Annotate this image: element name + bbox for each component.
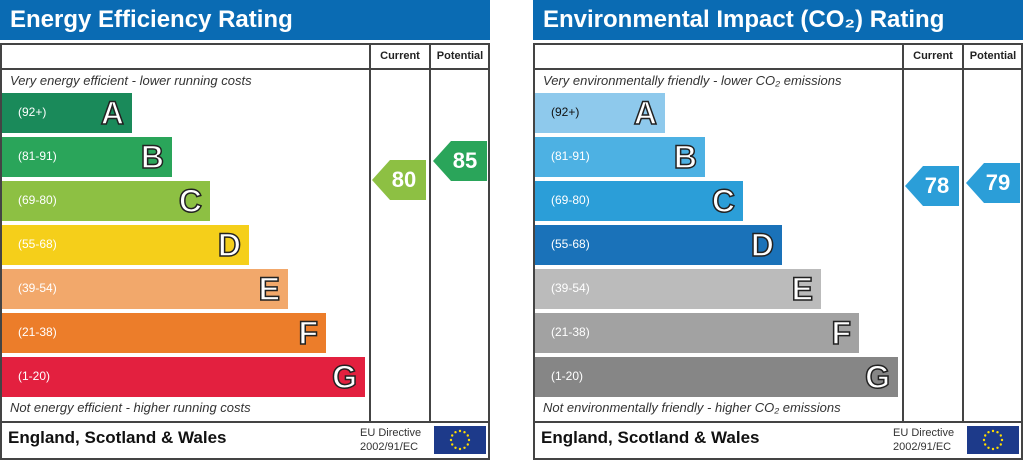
band-range: (92+) bbox=[18, 105, 47, 119]
band-range: (21-38) bbox=[551, 325, 590, 339]
region-label: England, Scotland & Wales bbox=[541, 428, 760, 447]
band-range: (39-54) bbox=[551, 281, 590, 295]
band-range: (1-20) bbox=[18, 369, 51, 383]
column-header-current: Current bbox=[913, 50, 953, 62]
band-G: (1-20) G bbox=[2, 357, 365, 397]
band-range: (55-68) bbox=[18, 237, 57, 251]
top-note: Very environmentally friendly - lower CO… bbox=[543, 73, 842, 88]
band-range: (21-38) bbox=[18, 325, 57, 339]
energy-efficiency-panel: Energy Efficiency Rating Current Potenti… bbox=[0, 0, 490, 460]
band-range: (81-91) bbox=[551, 149, 590, 163]
band-B: (81-91) B bbox=[535, 137, 705, 177]
eu-directive: EU Directive 2002/91/EC bbox=[360, 426, 421, 454]
band-C: (69-80) C bbox=[535, 181, 743, 221]
band-letter: B bbox=[673, 138, 698, 176]
divider bbox=[429, 43, 431, 422]
divider bbox=[0, 421, 490, 423]
band-range: (69-80) bbox=[551, 193, 590, 207]
band-B: (81-91) B bbox=[2, 137, 172, 177]
band-D: (55-68) D bbox=[535, 225, 782, 265]
band-letter: D bbox=[217, 226, 242, 264]
bottom-note: Not energy efficient - higher running co… bbox=[10, 400, 251, 415]
band-A: (92+) A bbox=[2, 93, 132, 133]
directive-line: 2002/91/EC bbox=[360, 441, 419, 453]
divider bbox=[533, 68, 1023, 70]
band-F: (21-38) F bbox=[535, 313, 859, 353]
band-range: (1-20) bbox=[551, 369, 584, 383]
band-letter: B bbox=[140, 138, 165, 176]
panel-title: Environmental Impact (CO₂) Rating bbox=[533, 0, 1023, 40]
band-letter: F bbox=[831, 314, 852, 352]
band-letter: E bbox=[791, 270, 814, 308]
band-range: (69-80) bbox=[18, 193, 57, 207]
band-letter: D bbox=[750, 226, 775, 264]
band-E: (39-54) E bbox=[535, 269, 821, 309]
band-F: (21-38) F bbox=[2, 313, 326, 353]
top-note: Very energy efficient - lower running co… bbox=[10, 73, 252, 88]
band-range: (81-91) bbox=[18, 149, 57, 163]
bottom-note: Not environmentally friendly - higher CO… bbox=[543, 400, 841, 415]
band-G: (1-20) G bbox=[535, 357, 898, 397]
panel-title: Energy Efficiency Rating bbox=[0, 0, 490, 40]
eu-flag-icon bbox=[434, 426, 486, 454]
column-header-potential: Potential bbox=[969, 50, 1017, 62]
region-label: England, Scotland & Wales bbox=[8, 428, 227, 447]
band-range: (39-54) bbox=[18, 281, 57, 295]
band-range: (92+) bbox=[551, 105, 580, 119]
directive-line: EU Directive bbox=[893, 427, 955, 439]
band-letter: F bbox=[298, 314, 319, 352]
divider bbox=[0, 68, 490, 70]
band-letter: A bbox=[633, 94, 658, 132]
band-letter: G bbox=[864, 358, 890, 396]
column-header-current: Current bbox=[380, 50, 420, 62]
band-E: (39-54) E bbox=[2, 269, 288, 309]
eu-directive: EU Directive 2002/91/EC bbox=[893, 426, 954, 454]
divider bbox=[369, 43, 371, 422]
band-range: (55-68) bbox=[551, 237, 590, 251]
band-D: (55-68) D bbox=[2, 225, 249, 265]
band-letter: C bbox=[711, 182, 736, 220]
band-letter: C bbox=[178, 182, 203, 220]
band-letter: G bbox=[331, 358, 357, 396]
divider bbox=[962, 43, 964, 422]
band-A: (92+) A bbox=[535, 93, 665, 133]
band-letter: A bbox=[100, 94, 125, 132]
potential-rating-arrow: 85 bbox=[433, 141, 487, 181]
band-C: (69-80) C bbox=[2, 181, 210, 221]
divider bbox=[533, 421, 1023, 423]
eu-flag-icon bbox=[967, 426, 1019, 454]
divider bbox=[902, 43, 904, 422]
directive-line: 2002/91/EC bbox=[893, 441, 952, 453]
rating-table bbox=[0, 43, 490, 460]
environmental-impact-panel: Environmental Impact (CO₂) Rating Curren… bbox=[533, 0, 1023, 460]
rating-table bbox=[533, 43, 1023, 460]
band-letter: E bbox=[258, 270, 281, 308]
column-header-potential: Potential bbox=[436, 50, 484, 62]
directive-line: EU Directive bbox=[360, 427, 422, 439]
